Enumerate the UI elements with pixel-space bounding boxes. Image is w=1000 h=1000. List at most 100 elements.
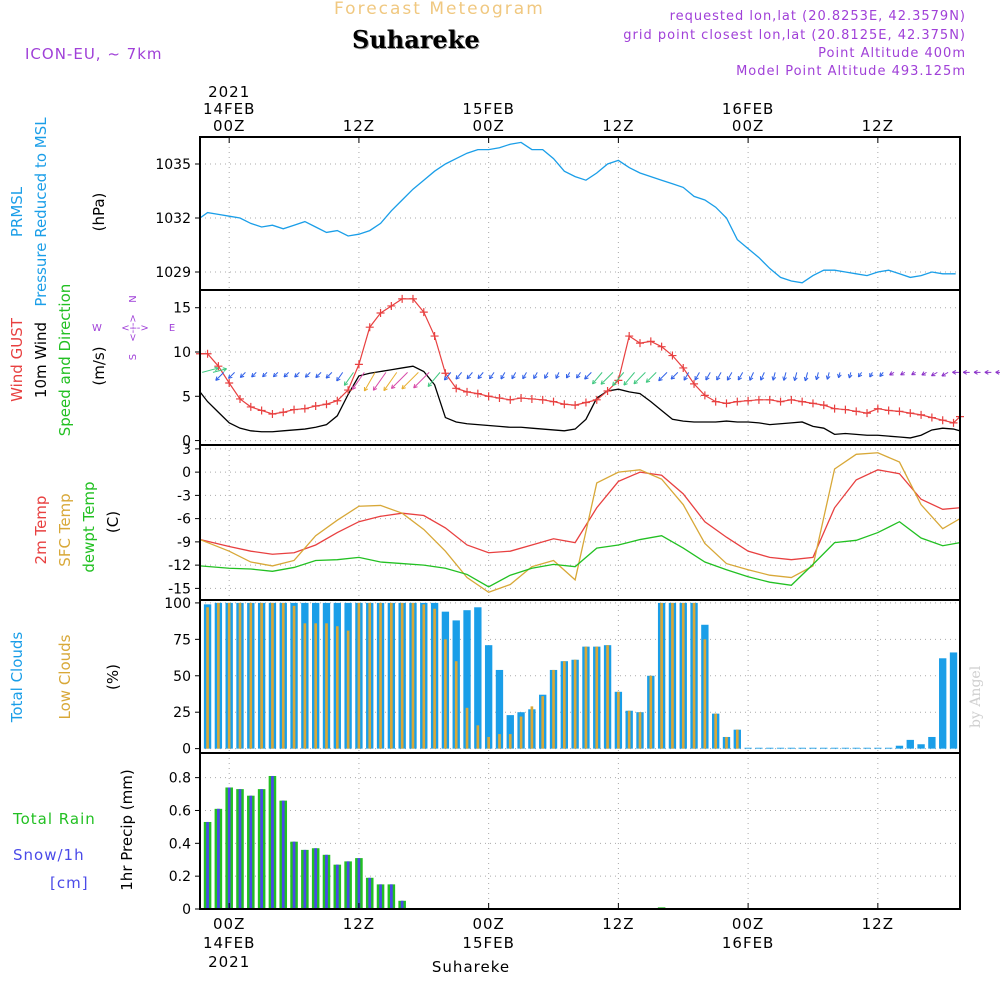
- wind-direction-arrowhead: [911, 371, 916, 376]
- wind-gust-marker: [733, 397, 742, 406]
- ytick-label-pressure: 1035: [155, 157, 191, 173]
- total-cloud-bar: [928, 736, 936, 749]
- wind-direction-arrow: [262, 372, 268, 378]
- wind-gust-marker: [300, 404, 309, 413]
- snow-bar: [292, 841, 296, 909]
- wind-direction-arrow: [372, 372, 387, 391]
- wind-gust-marker: [538, 395, 547, 404]
- low-cloud-bar: [292, 605, 296, 749]
- wind-gust-marker: [560, 400, 569, 409]
- wind-direction-arrowhead: [694, 376, 699, 381]
- ytick-label-precipitation: 0.6: [169, 803, 191, 819]
- wind-gust-marker: [927, 413, 936, 422]
- bottom-time-label: 14FEB: [203, 934, 255, 952]
- wind-direction-arrowhead: [489, 374, 494, 380]
- snow-bar: [389, 884, 393, 909]
- ytick-label-precipitation: 0.8: [169, 771, 191, 787]
- low-cloud-bar: [735, 729, 739, 749]
- wind-direction-arrowhead: [272, 372, 278, 378]
- ytick-label-precipitation: 0.4: [169, 836, 191, 852]
- wind-direction-arrowhead: [215, 376, 220, 381]
- top-time-label: 00Z: [472, 117, 504, 135]
- wind-direction-arrowhead: [522, 374, 527, 380]
- precip-label-cm: [cm]: [50, 874, 89, 892]
- snow-bar: [357, 858, 361, 909]
- wind-gust-marker: [549, 397, 558, 406]
- wind-gust-marker: [787, 395, 796, 404]
- low-cloud-bar: [400, 602, 404, 749]
- low-cloud-bar: [346, 630, 350, 749]
- wind-gust-marker: [636, 339, 644, 348]
- wind-direction-arrow: [633, 372, 646, 385]
- wind-gust-marker: [581, 398, 590, 407]
- wind-gust-marker: [214, 362, 223, 371]
- wind-gust-marker: [408, 294, 417, 303]
- low-cloud-bar: [530, 706, 534, 749]
- wind-gust-marker: [808, 399, 817, 408]
- wind-gust-marker: [344, 386, 353, 395]
- total-cloud-bar: [895, 745, 904, 749]
- wind-direction-arrowhead: [952, 370, 957, 375]
- total-cloud-bar: [949, 652, 958, 749]
- wind-direction-arrowhead: [222, 367, 227, 372]
- wind-direction-arrowhead: [565, 374, 571, 379]
- ytick-label-wind: 0: [182, 434, 191, 450]
- footer-location: Suhareke: [432, 958, 510, 976]
- compass-south: S: [128, 354, 139, 360]
- low-cloud-bar: [660, 602, 663, 749]
- pressure-line: [199, 141, 956, 284]
- wind-gust-marker: [398, 294, 407, 303]
- header-location: Suhareke: [352, 25, 480, 54]
- wind-gust-marker: [700, 391, 709, 400]
- wind-direction-arrowhead: [973, 370, 978, 375]
- precip-label-rain: Total Rain: [12, 810, 96, 828]
- low-cloud-bar: [627, 710, 631, 749]
- header-model: ICON-EU, ~ 7km: [25, 45, 163, 63]
- wind-direction-arrowhead: [683, 376, 688, 381]
- wind-direction-arrowhead: [995, 370, 1000, 375]
- wind-direction-arrowhead: [466, 374, 471, 380]
- wind-direction-arrow: [500, 372, 506, 380]
- wind-direction-arrowhead: [759, 376, 765, 381]
- wind-direction-arrow: [533, 372, 538, 379]
- top-time-label: 2021: [208, 83, 250, 101]
- wind-gust-marker: [473, 389, 482, 398]
- wind-direction-arrowhead: [869, 373, 874, 378]
- wind-direction-arrowhead: [645, 378, 651, 383]
- bottom-time-label: 16FEB: [722, 934, 774, 952]
- wind-gust-marker: [625, 332, 634, 341]
- low-cloud-bar: [606, 645, 609, 749]
- low-cloud-bar: [249, 602, 253, 749]
- wind-direction-arrowhead: [847, 374, 853, 379]
- snow-bar: [227, 787, 231, 909]
- wind-direction-arrow: [584, 372, 592, 380]
- total-cloud-bar: [852, 747, 860, 749]
- wind-direction-arrowhead: [214, 366, 219, 372]
- ytick-label-precipitation: 0: [182, 902, 191, 918]
- total-cloud-bar: [830, 747, 839, 749]
- low-cloud-bar: [552, 669, 555, 749]
- wind-gust-marker: [906, 409, 915, 418]
- bottom-time-label: 15FEB: [462, 934, 514, 952]
- wind-gust-marker: [517, 394, 526, 403]
- ytick-label-clouds: 100: [164, 596, 191, 612]
- wind-direction-arrow: [455, 372, 463, 380]
- low-cloud-bar: [671, 602, 674, 749]
- low-cloud-bar: [357, 602, 361, 749]
- wind-gust-marker: [268, 410, 277, 418]
- top-time-label: 12Z: [343, 117, 375, 135]
- wind-direction-arrowhead: [633, 379, 638, 385]
- clouds-label-total: Total Clouds: [8, 632, 26, 724]
- top-time-label: 12Z: [862, 117, 894, 135]
- wind-direction-arrowhead: [737, 376, 742, 381]
- low-cloud-bar: [444, 639, 447, 749]
- wind-speed-line: [199, 365, 961, 439]
- temp-2m-line: [199, 469, 961, 561]
- total-cloud-bar: [820, 747, 828, 749]
- wind-direction-arrowhead: [325, 374, 331, 379]
- total-cloud-bar: [809, 747, 817, 749]
- wind-direction-arrow: [427, 372, 441, 387]
- wind-direction-arrow: [363, 372, 376, 392]
- low-cloud-bar: [281, 602, 285, 749]
- wind-direction-arrow: [444, 372, 452, 381]
